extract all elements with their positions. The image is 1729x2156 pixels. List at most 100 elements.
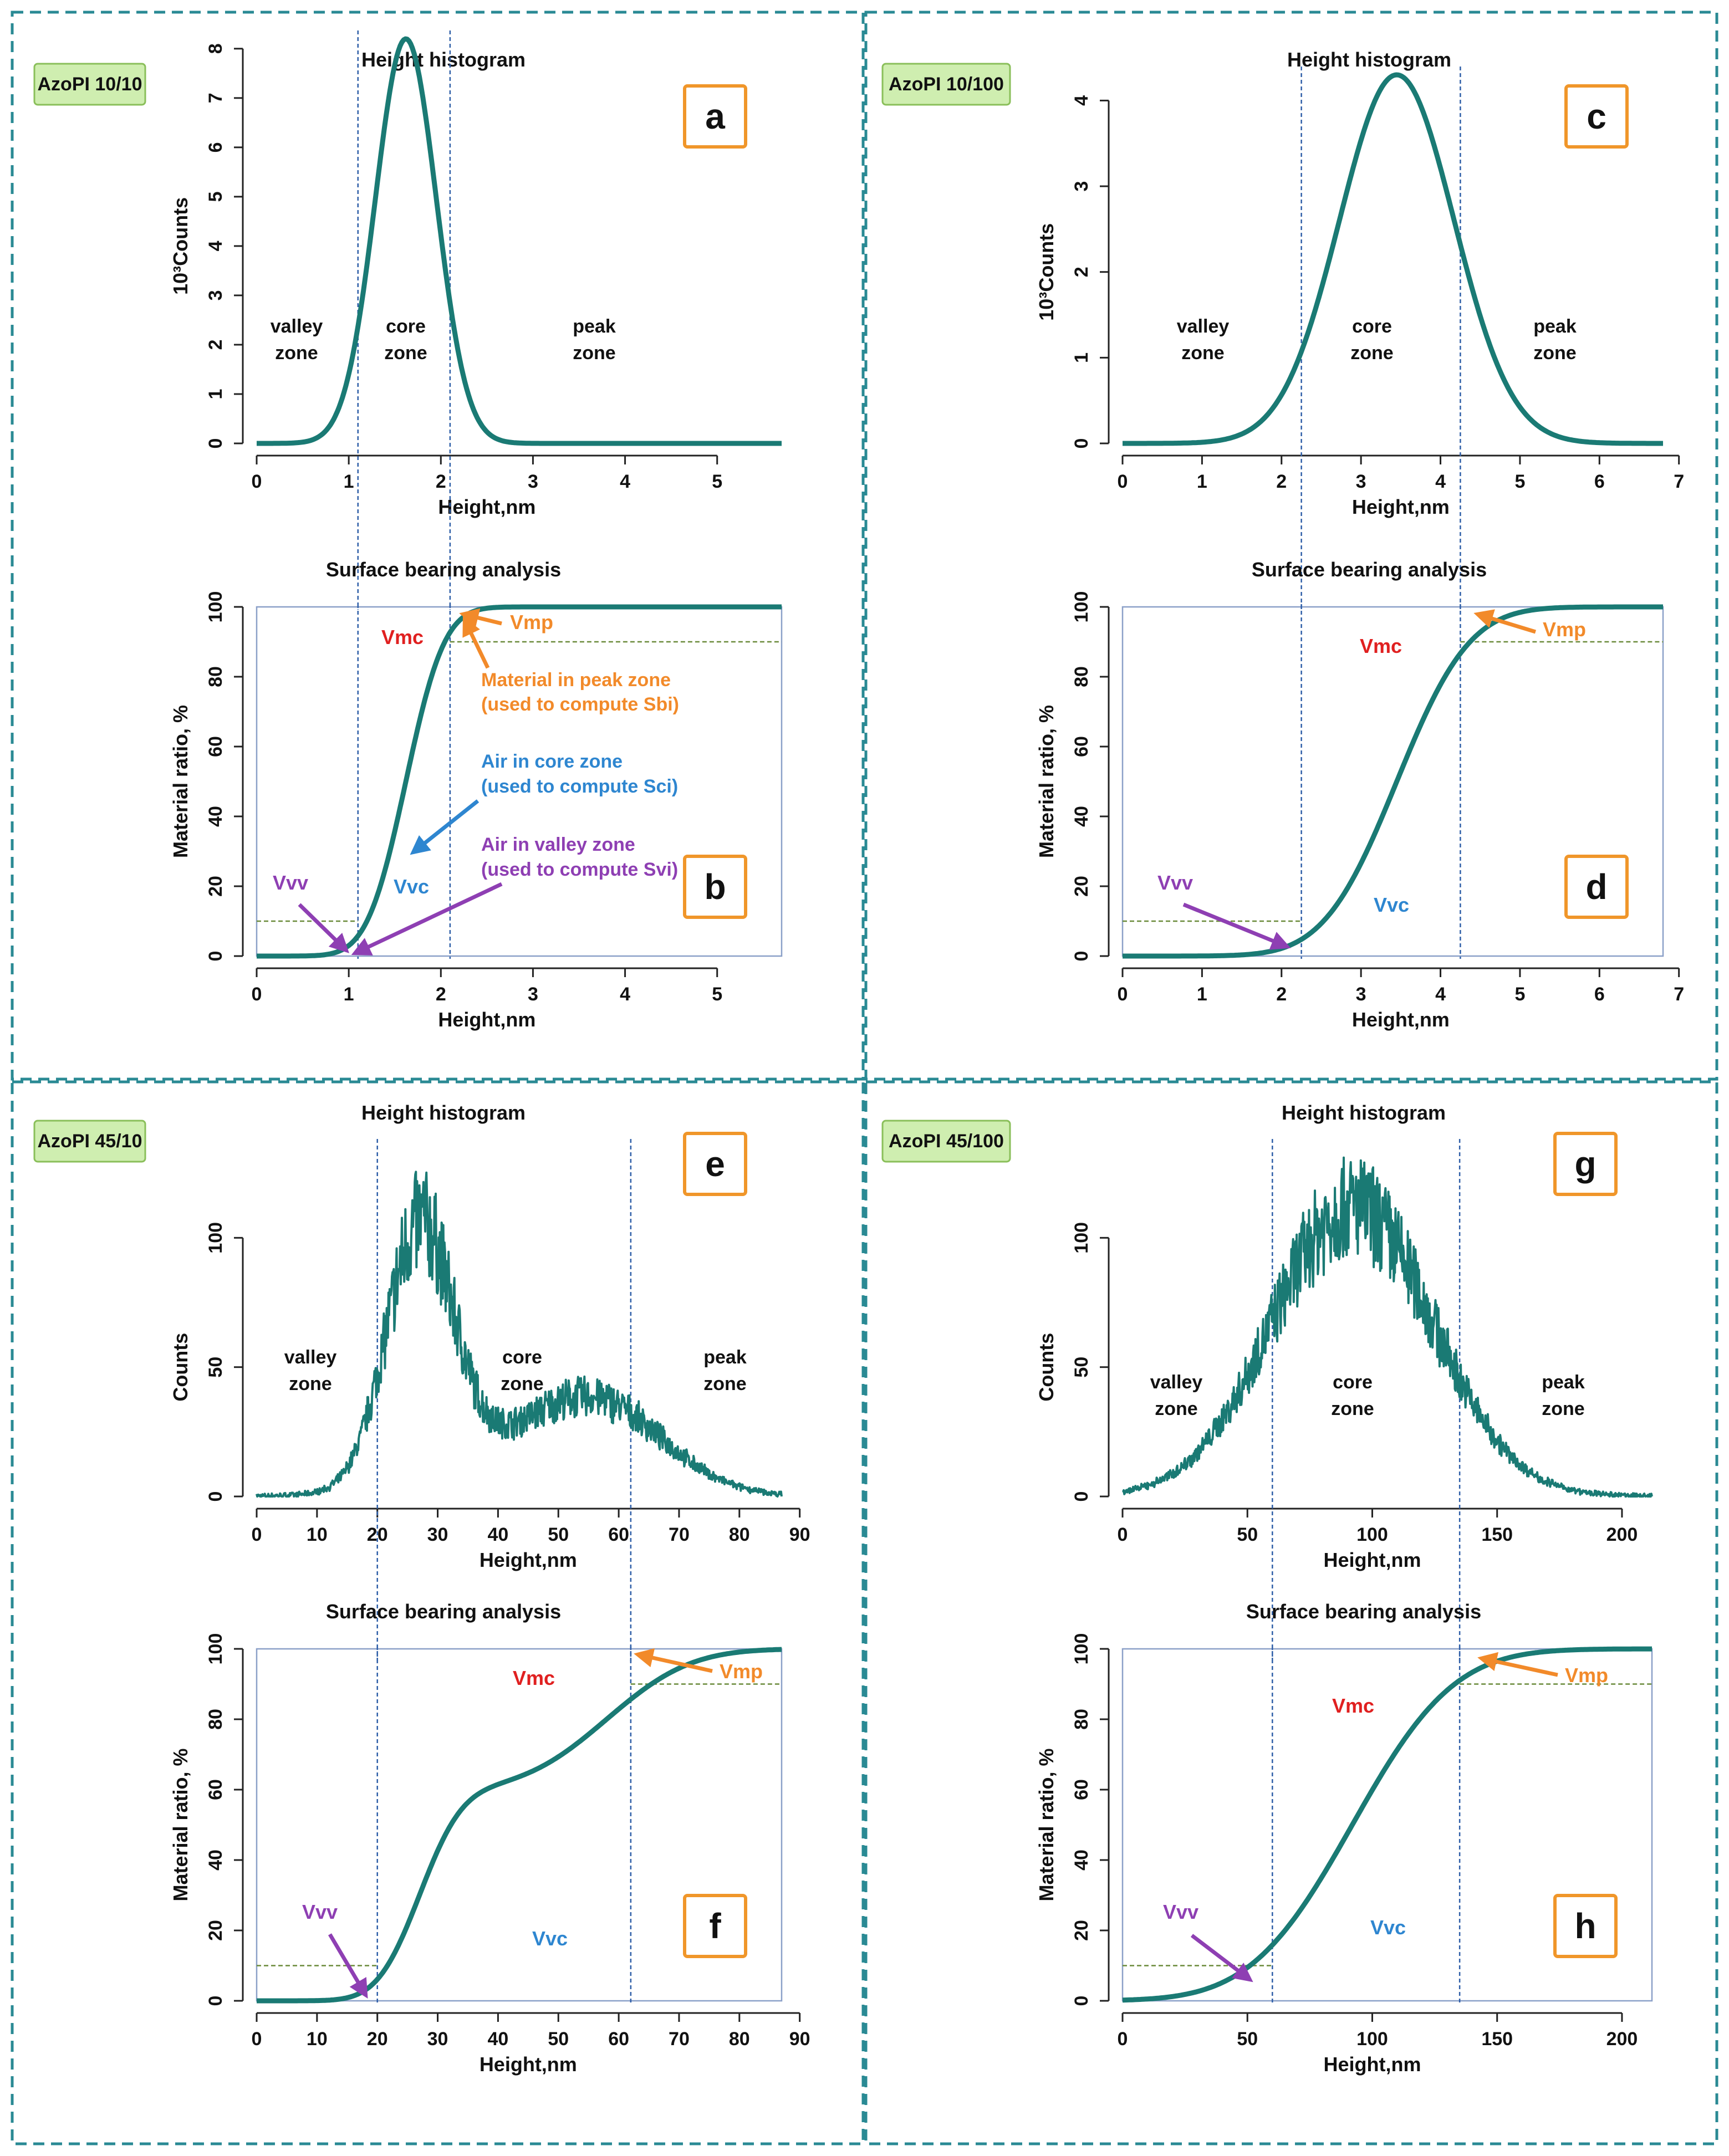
y-tick-label: 2 — [1071, 267, 1092, 277]
peak-zone-label: peak — [1533, 316, 1577, 337]
y-tick-label: 4 — [205, 241, 226, 251]
x-tick-label: 200 — [1606, 2029, 1638, 2050]
chart-f: Surface bearing analysis 0 10 20 30 40 50 60 70 8… — [169, 1600, 810, 2076]
y-tick-label: 40 — [1071, 1850, 1092, 1871]
zone-labels-c: valley zone core zone peak zone — [1177, 316, 1577, 364]
x-tick-label: 90 — [789, 2029, 810, 2050]
y-tick-label: 0 — [205, 951, 226, 962]
panel-letter: d — [1585, 867, 1607, 907]
vmc-label: Vmc — [513, 1667, 555, 1689]
vvc-label: Vvc — [394, 875, 429, 898]
peak-material-arrow — [462, 616, 490, 669]
x-tick-label: 2 — [1276, 471, 1287, 492]
x-tick-label: 2 — [436, 471, 446, 492]
y-axis-label: Material ratio, % — [1035, 705, 1058, 858]
sample-tag-45-10: AzoPI 45/10 — [33, 1120, 146, 1163]
x-tick-label: 0 — [252, 471, 262, 492]
y-tick-label: 2 — [205, 339, 226, 350]
sample-tag-45-100: AzoPI 45/100 — [881, 1120, 1011, 1163]
x-tick-label: 0 — [1118, 2029, 1128, 2050]
vmp-arrow — [1477, 1652, 1558, 1677]
peak-annotation: Material in peak zone — [481, 670, 671, 691]
chart-g: Height histogram 0 50 100 150 200 Height,nm 0 50… — [1035, 1101, 1653, 1663]
y-tick-label: 60 — [1071, 1779, 1092, 1800]
x-tick-label: 4 — [620, 471, 630, 492]
panel-letter: a — [705, 96, 725, 136]
x-tick-label: 80 — [729, 1524, 750, 1545]
x-tick-label: 40 — [487, 1524, 508, 1545]
y-tick-label: 3 — [205, 290, 226, 300]
y-tick-label: 100 — [1071, 1633, 1092, 1665]
valley-zone-label: valley — [284, 1347, 337, 1368]
x-tick-label: 3 — [528, 984, 538, 1005]
x-tick-label: 4 — [1435, 984, 1446, 1005]
x-tick-label: 7 — [1674, 471, 1684, 492]
plot-box — [1121, 606, 1664, 957]
x-tick-label: 60 — [608, 1524, 629, 1545]
x-tick-label: 6 — [1594, 984, 1605, 1005]
vmp-label: Vmp — [1543, 618, 1586, 641]
sample-tag-10-10: AzoPI 10/10 — [33, 63, 146, 106]
sample-tag-label: AzoPI 10/100 — [889, 74, 1004, 95]
panel-letter: h — [1574, 1906, 1596, 1946]
vmp-label: Vmp — [510, 611, 553, 633]
panel-letter-box — [683, 84, 747, 149]
y-tick-label: 4 — [1071, 95, 1092, 106]
valley-zone-label: zone — [1181, 343, 1224, 364]
x-tick-label: 7 — [1674, 984, 1684, 1005]
chart-title: Surface bearing analysis — [1246, 1600, 1481, 1623]
chart-a: Height histogram 0 1 2 3 4 5 Height,nm 0 1 2 3 4 5 6 7 8… — [169, 30, 783, 610]
x-tick-label: 70 — [669, 2029, 690, 2050]
y-axis-label: Material ratio, % — [169, 705, 192, 858]
series-histogram — [256, 1171, 783, 1498]
panel-letter: b — [704, 867, 726, 907]
y-tick-label: 20 — [205, 1920, 226, 1941]
core-zone-label: core — [1333, 1372, 1373, 1393]
peak-zone-label: zone — [1542, 1398, 1584, 1419]
x-tick-label: 5 — [712, 984, 722, 1005]
x-tick-label: 30 — [427, 1524, 448, 1545]
panel-letter-box — [1564, 84, 1629, 149]
y-tick-label: 80 — [1071, 1709, 1092, 1730]
core-zone-label: core — [386, 316, 426, 337]
x-tick-label: 150 — [1481, 1524, 1513, 1545]
y-tick-label: 6 — [205, 142, 226, 152]
zone-labels-a: valley zone core zone peak zone — [271, 316, 616, 364]
y-tick-label: 60 — [205, 736, 226, 757]
x-tick-label: 3 — [1356, 984, 1366, 1005]
y-tick-label: 5 — [205, 191, 226, 202]
series-histogram — [1122, 1156, 1653, 1498]
y-tick-label: 40 — [205, 806, 226, 827]
vvv-arrow — [1182, 902, 1291, 950]
chart-title: Surface bearing analysis — [326, 558, 561, 581]
core-zone-label: zone — [1350, 343, 1393, 364]
y-tick-label: 80 — [1071, 666, 1092, 687]
x-tick-label: 6 — [1594, 471, 1605, 492]
peak-zone-label: zone — [703, 1373, 746, 1394]
chart-title: Height histogram — [361, 48, 526, 71]
y-tick-label: 50 — [1071, 1357, 1092, 1378]
panel-letter: e — [705, 1144, 725, 1184]
y-tick-label: 20 — [205, 876, 226, 897]
series-material-ratio — [256, 1647, 783, 2004]
valley-zone-label: zone — [289, 1373, 331, 1394]
peak-zone-label: zone — [573, 343, 615, 364]
y-tick-label: 0 — [1071, 1491, 1092, 1502]
x-tick-label: 1 — [1197, 471, 1207, 492]
peak-zone-label: peak — [1542, 1372, 1585, 1393]
bearing-annotations-f: Vmc Vmp Vvc Vvv — [302, 1648, 763, 1999]
bearing-annotations-d: Vmc Vmp Vvc Vvv — [1157, 609, 1586, 950]
x-tick-label: 100 — [1356, 2029, 1388, 2050]
peak-zone-label: zone — [1533, 343, 1576, 364]
quadrant-frame-top-right — [864, 11, 1718, 1081]
x-tick-label: 0 — [1118, 471, 1128, 492]
y-tick-label: 100 — [205, 1222, 226, 1254]
bearing-annotations-b: Vmc Vmp Material in peak zone (used to c… — [273, 608, 679, 956]
valley-zone-label: valley — [271, 316, 323, 337]
y-tick-label: 1 — [205, 389, 226, 400]
y-axis-label: Counts — [1035, 1333, 1058, 1402]
x-tick-label: 10 — [307, 2029, 328, 2050]
x-axis-label: Height,nm — [1323, 1549, 1421, 1571]
plot-box — [256, 1648, 783, 2002]
y-tick-label: 100 — [205, 591, 226, 623]
